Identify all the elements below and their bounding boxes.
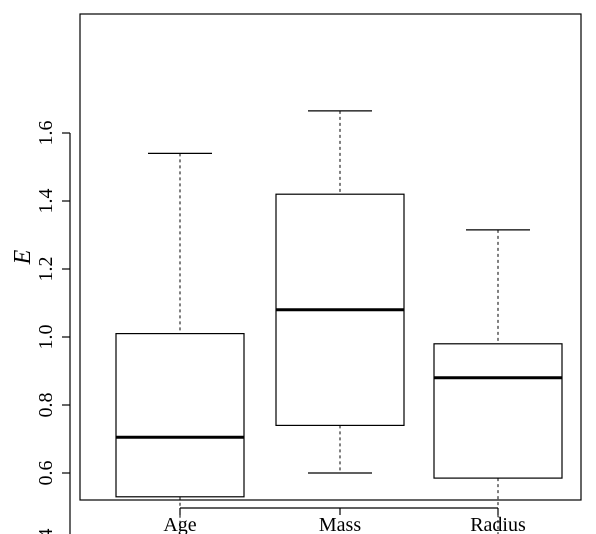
plot-frame	[79, 13, 582, 501]
y-tick-label: 0.4	[35, 529, 57, 534]
y-tick-label: 1.0	[35, 325, 57, 350]
y-tick-label: 0.8	[35, 393, 57, 418]
iqr-box	[115, 333, 245, 498]
x-tick-label: Age	[163, 514, 196, 534]
y-axis-label: E	[10, 249, 36, 265]
x-tick-label: Radius	[470, 514, 526, 534]
iqr-box	[433, 343, 563, 479]
y-tick-label: 1.4	[35, 189, 57, 214]
y-tick-label: 1.6	[35, 121, 57, 146]
x-tick-label: Mass	[319, 514, 361, 534]
y-tick-label: 1.2	[35, 257, 57, 282]
boxes	[115, 110, 563, 534]
y-axis: 0.4 0.6 0.8 1.0 1.2 1.4 1.6	[35, 121, 71, 534]
x-axis: Age Mass Radius	[163, 507, 526, 534]
box-mass	[275, 110, 405, 474]
y-tick-label: 0.6	[35, 461, 57, 486]
box-radius	[433, 229, 563, 534]
box-age	[115, 152, 245, 534]
